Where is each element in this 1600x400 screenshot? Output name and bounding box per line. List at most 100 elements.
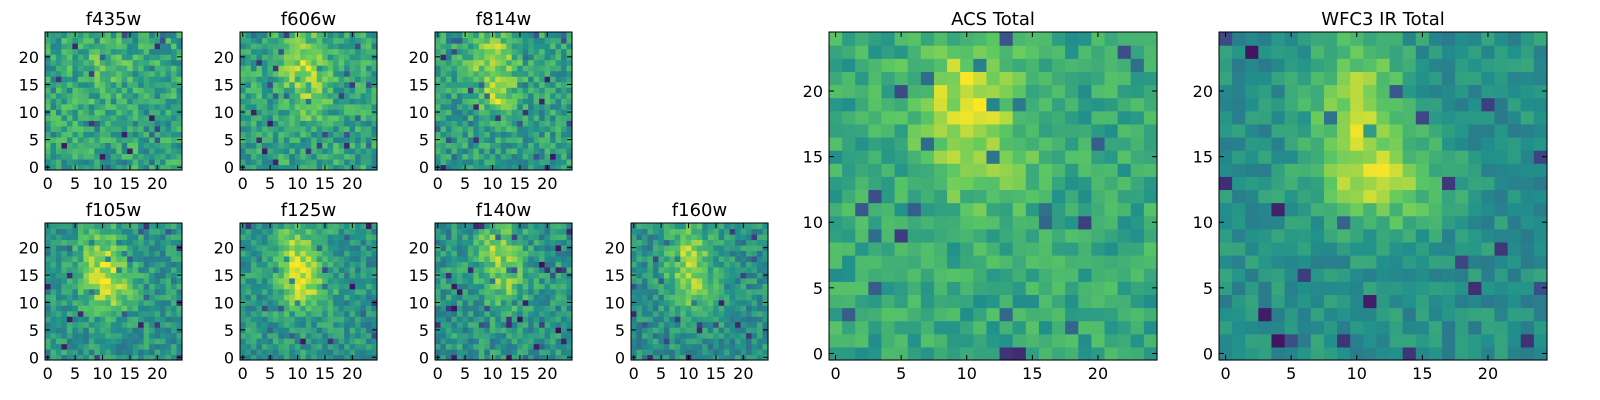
heatmap-cell [724, 294, 731, 301]
heatmap-cell [440, 327, 447, 334]
heatmap-cell [94, 142, 101, 149]
heatmap-cell [484, 153, 491, 160]
heatmap-cell [267, 233, 274, 241]
heatmap-cell [696, 266, 703, 273]
heatmap-cell [533, 125, 540, 132]
heatmap-cell [462, 103, 469, 110]
heatmap-cell [311, 87, 318, 94]
heatmap-cell [171, 92, 178, 99]
heatmap-cell [451, 109, 458, 116]
heatmap-cell [55, 343, 63, 350]
heatmap-cell [435, 43, 442, 50]
heatmap-cell [702, 310, 709, 317]
heatmap-cell [511, 332, 518, 339]
heatmap-cell [366, 43, 373, 50]
heatmap-cell [435, 255, 442, 262]
heatmap-cell [920, 163, 935, 177]
heatmap-cell [735, 327, 742, 334]
heatmap-cell [116, 98, 123, 105]
heatmap-cell [473, 223, 480, 230]
heatmap-cell [121, 277, 128, 284]
heatmap-cell [160, 158, 167, 166]
heatmap-cell [338, 277, 345, 284]
heatmap-cell [316, 87, 323, 94]
heatmap-cell [517, 228, 524, 235]
heatmap-cell [445, 233, 453, 241]
heatmap-cells [631, 223, 769, 361]
heatmap-cell [261, 233, 268, 241]
heatmap-cell [528, 233, 535, 241]
heatmap-cell [256, 338, 263, 345]
heatmap-cell [360, 354, 367, 361]
axes-frame [44, 222, 183, 361]
heatmap-cell [735, 244, 742, 251]
heatmap-cell [566, 142, 573, 149]
heatmap-cell [894, 307, 909, 322]
heatmap-cell [300, 277, 307, 284]
heatmap-cell [533, 327, 540, 334]
heatmap-cell [544, 54, 551, 61]
heatmap-cell [256, 164, 263, 171]
heatmap-cell [322, 244, 329, 251]
heatmap-cell [360, 65, 367, 72]
heatmap-cell [283, 70, 290, 77]
heatmap-cell [561, 103, 568, 110]
heatmap-cell [176, 294, 183, 301]
heatmap-cell [283, 294, 290, 301]
heatmap-cell [1038, 333, 1053, 348]
heatmap-cell [305, 87, 312, 94]
heatmap-cell [316, 59, 323, 66]
heatmap-cell [278, 48, 285, 55]
heatmap-cell [500, 59, 507, 66]
heatmap-cell [143, 103, 150, 110]
heatmap-cell [322, 349, 329, 356]
heatmap-cell [533, 153, 540, 160]
heatmap-cell [360, 37, 367, 44]
heatmap-cell [842, 228, 856, 243]
heatmap-cell [495, 158, 502, 166]
heatmap-cell [751, 255, 758, 262]
heatmap-cell [143, 277, 150, 284]
heatmap-cell [484, 164, 491, 171]
heatmap-cell [360, 310, 367, 317]
heatmap-cell [116, 327, 123, 334]
heatmap-cell [160, 255, 167, 262]
heatmap-cell [94, 343, 101, 350]
heatmap-cell [500, 277, 507, 284]
y-tick-label: 10 [214, 293, 234, 312]
heatmap-cell [478, 65, 485, 72]
heatmap-cell [751, 233, 758, 241]
heatmap-cell [550, 239, 557, 246]
heatmap-cell [555, 228, 562, 235]
heatmap-cell [451, 125, 458, 132]
heatmap-cell [539, 349, 546, 356]
heatmap-cell [256, 37, 263, 44]
heatmap-cell [272, 316, 279, 323]
heatmap-cell [506, 87, 513, 94]
heatmap-cell [132, 37, 139, 44]
heatmap-cell [316, 283, 323, 290]
heatmap-cell [171, 288, 178, 295]
heatmap-cell [1012, 215, 1027, 230]
heatmap-cell [267, 142, 274, 149]
heatmap-cell [99, 92, 106, 99]
heatmap-cell [528, 305, 535, 312]
heatmap-cell [467, 92, 474, 99]
heatmap-cell [517, 125, 524, 132]
heatmap-cell [1130, 320, 1145, 335]
heatmap-cell [72, 261, 79, 268]
heatmap-cell [462, 43, 469, 50]
heatmap-cell [50, 316, 57, 323]
heatmap-cell [305, 158, 312, 166]
heatmap-cell [289, 233, 296, 241]
heatmap-cell [94, 294, 101, 301]
heatmap-cell [517, 321, 524, 328]
heatmap-cell [256, 283, 263, 290]
heatmap-cell [116, 158, 123, 166]
heatmap-cell [333, 321, 340, 328]
heatmap-cell [451, 87, 458, 94]
heatmap-cell [973, 281, 988, 295]
heatmap-cell [116, 76, 123, 83]
heatmap-cell [311, 43, 318, 50]
heatmap-cell [327, 158, 334, 166]
